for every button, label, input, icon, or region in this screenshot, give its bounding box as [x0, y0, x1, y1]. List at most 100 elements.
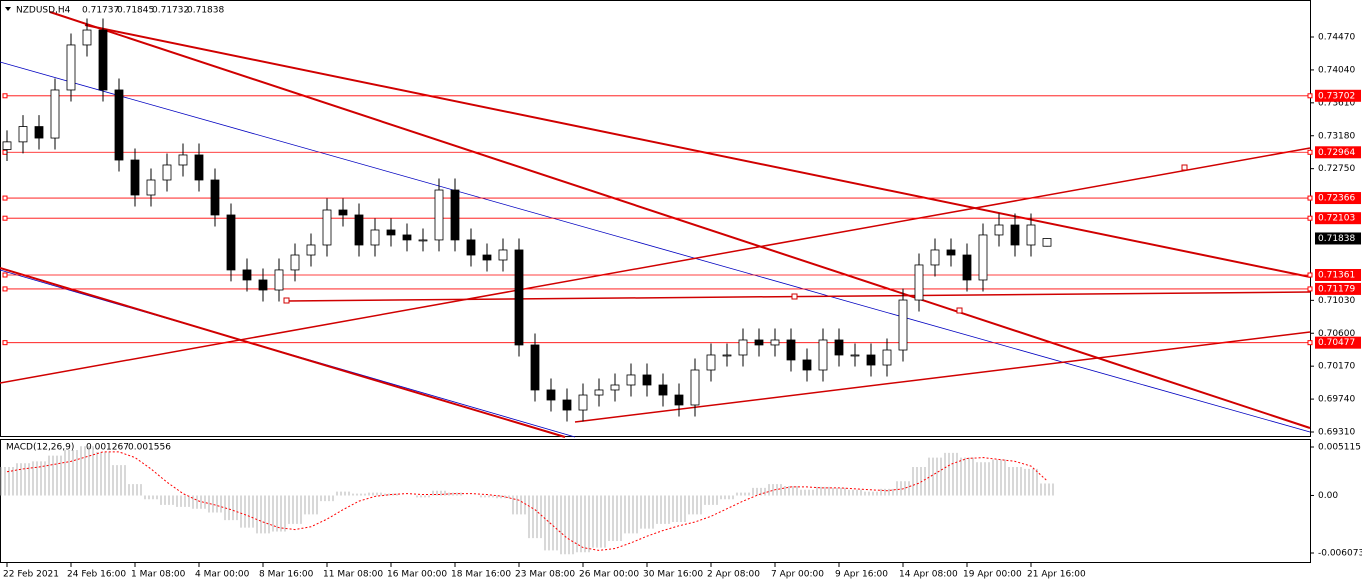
- y-tick-label: 0.69310: [1318, 428, 1355, 438]
- y-tick-label: -0.006073: [1318, 549, 1362, 559]
- candle-body: [978, 234, 988, 281]
- candle-body: [66, 44, 76, 91]
- signal-value: 0.001556: [128, 443, 171, 453]
- candle-body: [946, 249, 956, 256]
- candle-body: [322, 209, 332, 246]
- level-anchor: [2, 195, 8, 201]
- candle-body: [498, 249, 508, 261]
- level-anchor: [2, 340, 8, 346]
- x-tick-label: 24 Feb 16:00: [67, 570, 126, 580]
- macd-title: MACD(12,26,9): [6, 443, 74, 453]
- level-label: 0.72964: [1318, 148, 1355, 158]
- y-tick-label: 0.00: [1318, 491, 1338, 501]
- level-label-box: [1315, 336, 1361, 349]
- candle-body: [786, 339, 796, 361]
- level-label-box: [1315, 268, 1361, 281]
- candle-body: [754, 339, 764, 346]
- level-label: 0.72103: [1318, 214, 1355, 224]
- price-label-box: [1315, 232, 1361, 245]
- trend-line: [49, 11, 1311, 429]
- level-label-box: [1315, 146, 1361, 159]
- candle-body: [530, 344, 540, 391]
- candle-body: [674, 394, 684, 406]
- candle-body: [354, 214, 364, 246]
- candle-body: [1010, 224, 1020, 246]
- candle-body: [1026, 224, 1036, 246]
- x-tick-label: 7 Apr 00:00: [771, 570, 824, 580]
- level-anchor: [2, 286, 8, 292]
- x-tick-label: 18 Mar 16:00: [451, 570, 511, 580]
- x-tick-label: 22 Feb 2021: [3, 570, 59, 580]
- price-label: 0.71838: [1318, 234, 1355, 244]
- low: 0.71732: [152, 6, 189, 16]
- trend-line: [0, 147, 1311, 384]
- candle-body: [562, 399, 572, 411]
- candle-body: [50, 89, 60, 139]
- x-tick-label: 16 Mar 00:00: [387, 570, 447, 580]
- symbol: NZDUSD,H4: [16, 6, 71, 16]
- candle-body: [178, 154, 188, 166]
- candle-body: [818, 339, 828, 371]
- candle-body: [2, 141, 12, 150]
- x-tick-label: 30 Mar 16:00: [643, 570, 703, 580]
- candle-body: [418, 239, 428, 242]
- x-tick-label: 19 Apr 00:00: [963, 570, 1022, 580]
- anchor: [791, 293, 798, 300]
- menu-arrow: [5, 7, 11, 11]
- y-tick-label: 0.70170: [1318, 362, 1355, 372]
- candle-body: [706, 354, 716, 371]
- x-tick-label: 4 Mar 00:00: [195, 570, 250, 580]
- candle-body: [514, 249, 524, 346]
- candle-body: [210, 179, 220, 216]
- candle-body: [434, 189, 444, 241]
- x-tick-label: 11 Mar 08:00: [323, 570, 383, 580]
- candle-body: [866, 354, 876, 366]
- y-tick-label: 0.73180: [1318, 131, 1355, 141]
- candle-body: [338, 209, 348, 216]
- candle-body: [258, 279, 268, 291]
- candle-body: [482, 254, 492, 261]
- candle-body: [658, 384, 668, 396]
- candle-body: [722, 354, 732, 357]
- level-anchor: [1307, 93, 1313, 99]
- signal-line: [6, 451, 1048, 551]
- anchor: [283, 297, 290, 304]
- candle-body: [466, 239, 476, 256]
- y-tick-label: 0.74470: [1318, 33, 1355, 43]
- macd-frame: [0, 439, 1311, 563]
- candle-body: [146, 179, 156, 196]
- y-tick-label: 0.71030: [1318, 296, 1355, 306]
- x-tick-label: 1 Mar 08:00: [131, 570, 186, 580]
- candle-body: [626, 374, 636, 386]
- candle-body: [82, 29, 92, 46]
- candle-body: [690, 369, 700, 406]
- candle-body: [162, 164, 172, 181]
- level-label: 0.70477: [1318, 338, 1355, 348]
- candle-body: [802, 359, 812, 371]
- header: NZDUSD,H4 0.71737 0.71845 0.71732 0.7183…: [5, 6, 224, 453]
- x-tick-label: 23 Mar 08:00: [515, 570, 575, 580]
- candle-body: [18, 126, 28, 143]
- candle-body: [642, 374, 652, 386]
- candle-body: [546, 389, 556, 401]
- level-label: 0.71361: [1318, 270, 1355, 280]
- candle-body: [306, 244, 316, 256]
- level-anchor: [1307, 195, 1313, 201]
- y-tick-label: 0.73610: [1318, 98, 1355, 108]
- y-tick-label: 0.74040: [1318, 65, 1355, 75]
- candle-body: [242, 269, 252, 281]
- macd-value: 0.001267: [86, 443, 129, 453]
- candle-body: [994, 224, 1004, 236]
- level-label-box: [1315, 212, 1361, 225]
- trend-line: [84, 24, 1311, 278]
- level-anchor: [1307, 215, 1313, 221]
- level-label-box: [1315, 282, 1361, 295]
- candle-body: [578, 394, 588, 411]
- level-label: 0.72366: [1318, 194, 1355, 204]
- candle-body: [770, 339, 780, 346]
- level-label-box: [1315, 192, 1361, 205]
- level-anchor: [1307, 340, 1313, 346]
- candle-body: [370, 229, 380, 246]
- close: 0.71838: [187, 6, 224, 16]
